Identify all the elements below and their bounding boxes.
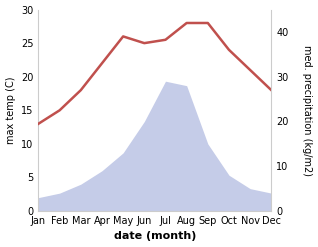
Y-axis label: med. precipitation (kg/m2): med. precipitation (kg/m2) (302, 45, 313, 176)
X-axis label: date (month): date (month) (114, 231, 196, 242)
Y-axis label: max temp (C): max temp (C) (5, 77, 16, 144)
